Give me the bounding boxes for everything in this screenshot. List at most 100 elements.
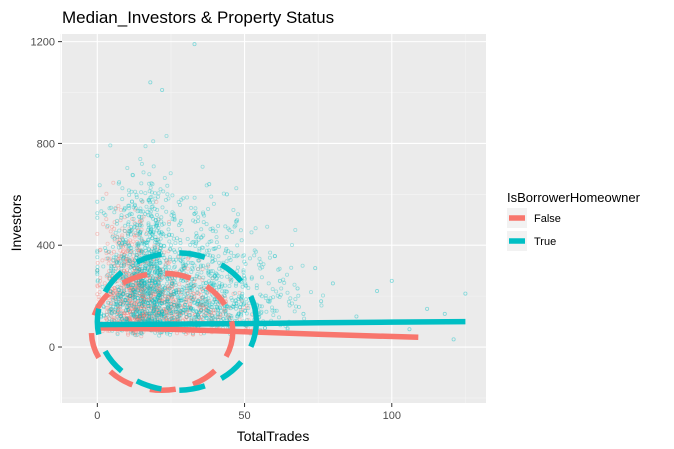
scatter-point	[135, 243, 140, 248]
ellipses	[88, 250, 260, 394]
scatter-point	[148, 230, 153, 235]
scatter-point	[142, 281, 147, 286]
scatter-point	[155, 242, 160, 247]
scatter-point	[223, 248, 228, 253]
scatter-point	[204, 290, 209, 295]
scatter-point	[136, 317, 141, 322]
scatter-point	[146, 223, 151, 228]
scatter-point	[204, 280, 209, 285]
scatter-point	[158, 272, 163, 277]
scatter-point	[188, 287, 193, 292]
scatter-point	[166, 299, 171, 304]
scatter-point	[158, 243, 163, 248]
scatter-point	[140, 298, 145, 303]
scatter-point	[167, 264, 172, 269]
scatter-point	[155, 313, 160, 318]
scatter-point	[125, 295, 130, 300]
scatter-point	[176, 223, 181, 228]
scatter-point	[124, 317, 129, 322]
scatter-point	[144, 204, 149, 209]
scatter-point	[195, 313, 200, 318]
scatter-point	[293, 227, 298, 232]
scatter-point	[122, 252, 127, 257]
scatter-point	[156, 241, 161, 246]
scatter-point	[203, 307, 208, 312]
scatter-point	[156, 299, 161, 304]
scatter-point	[95, 270, 100, 275]
scatter-point	[138, 281, 143, 286]
scatter-point	[158, 268, 163, 273]
scatter-point	[160, 231, 165, 236]
scatter-point	[153, 269, 158, 274]
scatter-point	[238, 311, 243, 316]
scatter-point	[320, 293, 325, 298]
scatter-point	[170, 306, 175, 311]
scatter-point	[127, 298, 132, 303]
scatter-point	[121, 257, 126, 262]
scatter-point	[116, 297, 121, 302]
scatter-point	[138, 298, 143, 303]
scatter-point	[139, 289, 144, 294]
scatter-point	[195, 290, 200, 295]
scatter-point	[212, 307, 217, 312]
scatter-point	[125, 271, 130, 276]
scatter-point	[174, 310, 179, 315]
scatter-point	[178, 291, 183, 296]
scatter-point	[124, 315, 129, 320]
scatter-point	[133, 308, 138, 313]
scatter-point	[129, 316, 134, 321]
scatter-point	[143, 311, 148, 316]
scatter-point	[154, 271, 159, 276]
scatter-point	[209, 305, 214, 310]
scatter-point	[130, 289, 135, 294]
scatter-point	[186, 283, 191, 288]
scatter-point	[160, 312, 165, 317]
scatter-point	[137, 267, 142, 272]
scatter-point	[198, 308, 203, 313]
scatter-point	[153, 262, 158, 267]
scatter-point	[161, 284, 166, 289]
scatter-point	[242, 308, 247, 313]
scatter-point	[150, 311, 155, 316]
scatter-point	[157, 272, 162, 277]
scatter-point	[147, 287, 152, 292]
scatter-point	[184, 314, 189, 319]
scatter-point	[201, 303, 206, 308]
scatter-point	[112, 285, 117, 290]
scatter-point	[126, 306, 131, 311]
scatter-point	[169, 317, 174, 322]
scatter-point	[112, 236, 117, 241]
scatter-point	[146, 314, 151, 319]
scatter-point	[161, 312, 166, 317]
scatter-point	[152, 303, 157, 308]
scatter-point	[134, 300, 139, 305]
scatter-point	[109, 289, 114, 294]
scatter-point	[162, 255, 167, 260]
scatter-point	[120, 316, 125, 321]
scatter-point	[153, 287, 158, 292]
legend-label-true: True	[534, 236, 556, 248]
x-tick-label: 100	[383, 410, 401, 422]
scatter-point	[173, 290, 178, 295]
scatter-point	[175, 302, 180, 307]
scatter-point	[161, 307, 166, 312]
scatter-point	[118, 304, 123, 309]
scatter-point	[189, 317, 194, 322]
scatter-point	[123, 297, 128, 302]
scatter-point	[182, 263, 187, 268]
scatter-point	[155, 279, 160, 284]
scatter-point	[133, 231, 138, 236]
scatter-point	[108, 289, 113, 294]
scatter-point	[174, 292, 179, 297]
scatter-point	[180, 285, 185, 290]
scatter-point	[224, 259, 229, 264]
scatter-point	[163, 258, 168, 263]
scatter-point	[293, 304, 298, 309]
scatter-point	[169, 316, 174, 321]
scatter-point	[119, 314, 124, 319]
scatter-point	[143, 278, 148, 283]
scatter-point	[139, 294, 144, 299]
scatter-point	[124, 297, 129, 302]
scatter-point	[259, 304, 264, 309]
